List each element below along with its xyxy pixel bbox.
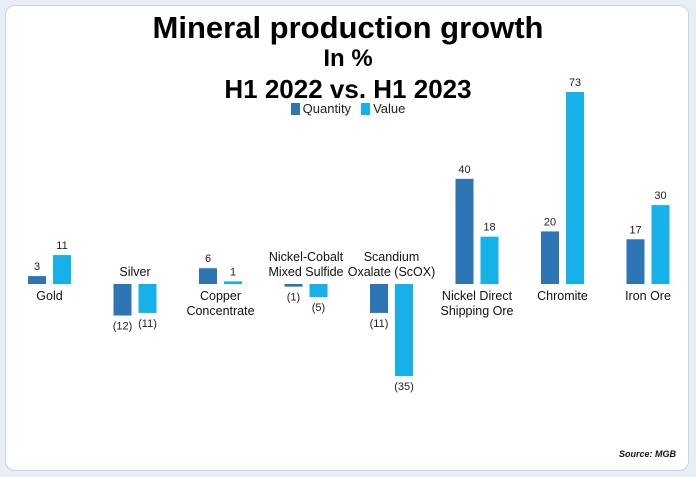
category-label-line: Gold [36,289,62,303]
data-label-value-iron-ore: 30 [654,190,666,202]
data-label-value-nickel-direct-shipping-ore: 18 [483,222,495,234]
category-label-line: Shipping Ore [441,304,514,318]
bar-quantity-nickel-cobalt-mixed-sulfide [284,284,303,287]
bar-quantity-chromite [541,231,559,284]
legend-item-quantity: Quantity [290,101,352,116]
legend: Quantity Value [0,101,696,116]
bar-quantity-copper-concentrate [199,268,217,284]
category-label-line: Scandium [364,250,420,264]
data-label-quantity-nickel-direct-shipping-ore: 40 [458,164,470,176]
bar-value-copper-concentrate [224,281,242,284]
data-label-value-scandium-oxalate-scox: (35) [394,381,414,393]
category-label-nickel-cobalt-mixed-sulfide: Nickel-Cobalt Mixed Sulfide [268,250,343,279]
data-label-quantity-scandium-oxalate-scox: (11) [370,318,389,330]
bar-quantity-gold [28,276,46,284]
legend-swatch-quantity [290,102,300,115]
source-note: Source: MGB [618,449,676,459]
category-label-scandium-oxalate-scox: Scandium Oxalate (ScOX) [348,250,436,279]
category-label-line: Nickel Direct [442,289,513,303]
legend-item-value: Value [361,101,405,116]
data-label-quantity-iron-ore: 17 [629,224,641,236]
category-label-gold: Gold [36,289,62,303]
chart-subtitle-period: H1 2022 vs. H1 2023 [224,74,472,104]
chart-title: Mineral production growth [152,10,544,45]
category-label-line: Chromite [537,289,588,303]
data-label-value-gold: 11 [56,240,67,252]
legend-label-quantity: Quantity [302,101,352,116]
bar-value-nickel-direct-shipping-ore [480,236,499,284]
data-label-value-nickel-cobalt-mixed-sulfide: (5) [312,302,325,314]
category-label-chromite: Chromite [537,289,588,303]
data-label-quantity-gold: 3 [34,261,40,273]
legend-swatch-value [361,102,371,115]
data-label-value-silver: (11) [138,318,157,330]
category-label-line: Iron Ore [625,289,671,303]
bar-quantity-scandium-oxalate-scox [370,284,388,313]
bar-value-gold [53,255,71,284]
bar-value-scandium-oxalate-scox [395,284,413,377]
category-label-silver: Silver [119,265,150,279]
category-label-line: Oxalate (ScOX) [348,265,436,279]
category-label-line: Silver [119,265,150,279]
chart-subtitle-units: In % [323,45,373,72]
category-label-nickel-direct-shipping-ore: Nickel Direct Shipping Ore [441,289,514,318]
category-label-iron-ore: Iron Ore [625,289,671,303]
category-label-line: Nickel-Cobalt [269,250,344,264]
data-label-quantity-chromite: 20 [544,216,556,228]
bar-value-silver [138,284,157,313]
data-label-quantity-copper-concentrate: 6 [205,253,211,265]
data-label-quantity-nickel-cobalt-mixed-sulfide: (1) [287,292,300,304]
category-label-copper-concentrate: Copper Concentrate [186,289,254,318]
bar-quantity-silver [113,284,132,316]
data-label-value-copper-concentrate: 1 [230,266,236,278]
bar-quantity-iron-ore [626,239,645,284]
bar-value-iron-ore [651,205,670,284]
bar-value-nickel-cobalt-mixed-sulfide [309,284,328,298]
bar-value-chromite [566,92,584,284]
data-label-quantity-silver: (12) [113,321,133,333]
category-label-line: Mixed Sulfide [268,265,343,279]
data-label-value-chromite: 73 [569,77,581,89]
category-label-line: Concentrate [186,304,254,318]
legend-label-value: Value [373,101,406,116]
category-label-line: Copper [200,289,241,303]
bar-quantity-nickel-direct-shipping-ore [455,178,474,284]
